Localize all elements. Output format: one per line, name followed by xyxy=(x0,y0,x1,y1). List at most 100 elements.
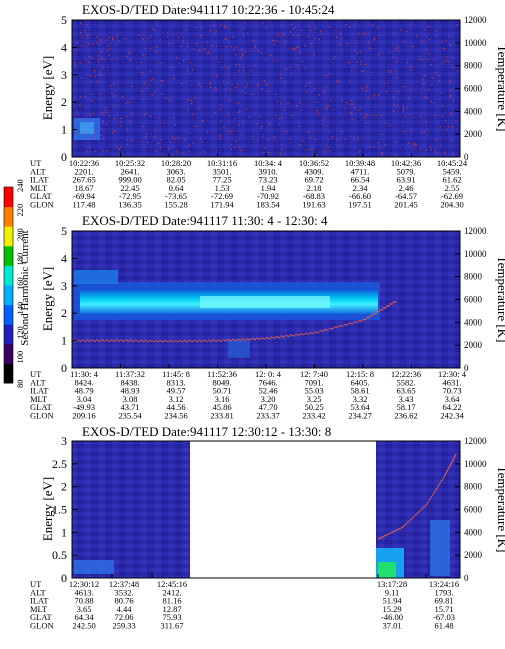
colorbar-segment xyxy=(4,324,13,345)
temperature-point xyxy=(377,27,379,30)
ephemeris-value: 3.08 xyxy=(123,394,138,404)
temperature-point xyxy=(186,55,189,57)
temperature-point xyxy=(431,84,433,86)
temperature-point xyxy=(155,51,157,53)
ephemeris-value: 3532. xyxy=(114,587,133,597)
temperature-point xyxy=(380,536,382,539)
temperature-point xyxy=(363,70,365,72)
temperature-point xyxy=(159,122,161,124)
temperature-point xyxy=(107,49,109,51)
temperature-point xyxy=(446,129,448,131)
temperature-point xyxy=(359,150,361,152)
temperature-point xyxy=(230,148,233,151)
temperature-point xyxy=(420,508,422,511)
temperature-point xyxy=(243,67,245,69)
temperature-point xyxy=(267,83,269,86)
temperature-point xyxy=(452,460,454,462)
ephemeris-value: -64.57 xyxy=(395,191,417,201)
temperature-point xyxy=(410,87,412,89)
ephemeris-value: 64.22 xyxy=(442,402,461,412)
temperature-point xyxy=(166,36,169,38)
panel-1-plot xyxy=(71,19,461,158)
temperature-point xyxy=(448,61,450,63)
temperature-point xyxy=(150,79,152,81)
temperature-point xyxy=(314,138,316,141)
temperature-point xyxy=(269,337,271,340)
temperature-point xyxy=(159,143,161,145)
temperature-point xyxy=(319,330,321,332)
temperature-point xyxy=(234,118,236,120)
temperature-point xyxy=(282,33,284,35)
temperature-point xyxy=(185,29,187,31)
ephemeris-value: 43.71 xyxy=(120,402,139,412)
ephemeris-value: 15.29 xyxy=(382,604,401,614)
temperature-point xyxy=(101,111,103,114)
temperature-point xyxy=(287,335,289,337)
temperature-point xyxy=(306,82,309,85)
temperature-point xyxy=(94,340,96,342)
temperature-point xyxy=(316,331,318,333)
temperature-point xyxy=(382,536,384,538)
temperature-point xyxy=(327,146,329,148)
temperature-point xyxy=(111,37,114,39)
ephemeris-label: ALT xyxy=(30,587,47,597)
temperature-point xyxy=(454,456,456,458)
temperature-point xyxy=(122,340,124,342)
panel-2-temperature-points xyxy=(72,301,397,343)
temperature-point xyxy=(296,105,298,107)
temperature-point xyxy=(307,131,309,133)
temperature-point xyxy=(413,144,416,146)
temperature-point xyxy=(98,58,100,61)
temperature-point xyxy=(438,484,440,487)
temperature-point xyxy=(318,94,320,96)
panel-1-y2tick-label: 10000 xyxy=(464,38,487,48)
temperature-point xyxy=(187,145,190,147)
temperature-point xyxy=(390,69,392,72)
temperature-point xyxy=(435,72,437,74)
colorbar-segment xyxy=(4,206,13,227)
temperature-point xyxy=(235,46,237,48)
temperature-point xyxy=(348,26,351,28)
temperature-point xyxy=(318,113,320,115)
temperature-point xyxy=(444,152,446,154)
temperature-point xyxy=(303,333,305,336)
temperature-point xyxy=(274,337,276,339)
temperature-point xyxy=(81,36,84,39)
temperature-point xyxy=(149,115,151,117)
temperature-point xyxy=(248,116,250,118)
temperature-point xyxy=(89,74,92,77)
temperature-point xyxy=(167,31,169,33)
temperature-point xyxy=(309,332,311,334)
temperature-point xyxy=(80,96,82,98)
temperature-point xyxy=(284,81,286,83)
temperature-point xyxy=(83,340,85,342)
temperature-point xyxy=(100,99,102,101)
temperature-point xyxy=(397,47,399,49)
ephemeris-value: -67.03 xyxy=(433,612,455,622)
temperature-point xyxy=(237,83,239,85)
temperature-point xyxy=(432,77,435,79)
ephemeris-value: 7091. xyxy=(304,377,323,387)
temperature-point xyxy=(365,122,367,124)
ephemeris-value: 49.57 xyxy=(166,386,185,396)
temperature-point xyxy=(240,48,243,50)
temperature-point xyxy=(314,331,316,333)
temperature-point xyxy=(154,135,156,138)
temperature-point xyxy=(88,34,90,36)
temperature-point xyxy=(386,305,388,307)
temperature-point xyxy=(160,62,163,64)
temperature-point xyxy=(373,39,375,41)
temperature-point xyxy=(211,340,213,343)
temperature-point xyxy=(389,303,391,305)
temperature-point xyxy=(325,107,328,109)
temperature-point xyxy=(299,52,301,54)
temperature-point xyxy=(305,67,307,69)
ephemeris-value: -72.69 xyxy=(211,191,233,201)
temperature-point xyxy=(341,100,343,102)
temperature-point xyxy=(199,138,202,140)
temperature-point xyxy=(289,66,291,68)
temperature-point xyxy=(349,80,351,83)
temperature-point xyxy=(215,56,217,58)
temperature-point xyxy=(131,340,134,342)
temperature-point xyxy=(449,465,451,467)
